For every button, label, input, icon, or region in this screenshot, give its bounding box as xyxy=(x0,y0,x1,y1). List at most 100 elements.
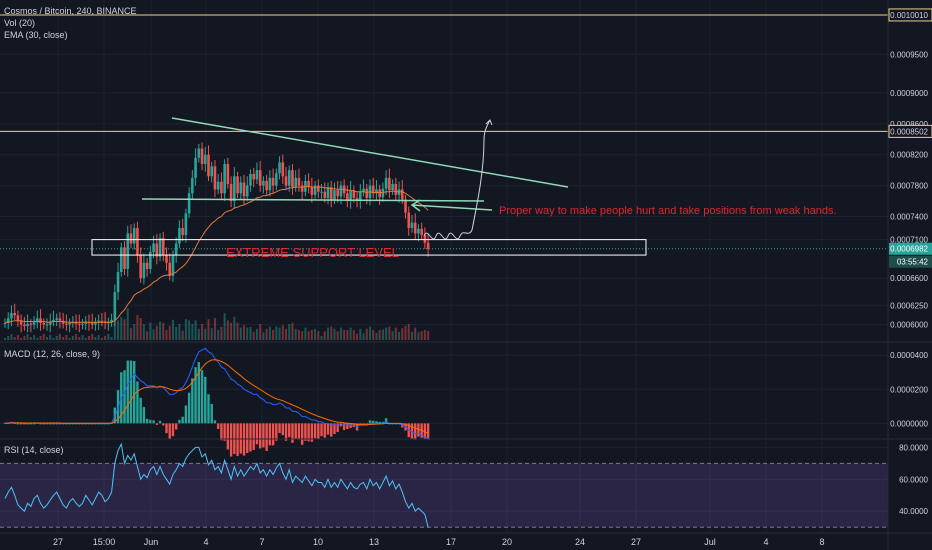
candle-body[interactable] xyxy=(197,148,201,158)
candle-body[interactable] xyxy=(45,324,49,326)
candle-body[interactable] xyxy=(42,323,46,325)
candle-body[interactable] xyxy=(55,318,58,320)
candle-body[interactable] xyxy=(349,190,352,202)
candle-body[interactable] xyxy=(407,212,411,229)
candle-body[interactable] xyxy=(245,185,249,197)
candle-body[interactable] xyxy=(313,185,317,195)
candle-body[interactable] xyxy=(155,243,159,257)
support-zone-box[interactable] xyxy=(91,239,647,256)
candle-body[interactable] xyxy=(129,233,133,244)
candle-body[interactable] xyxy=(191,177,194,194)
candle-body[interactable] xyxy=(317,185,320,192)
candle-body[interactable] xyxy=(74,322,78,324)
candle-body[interactable] xyxy=(145,262,149,269)
candle-body[interactable] xyxy=(362,188,365,192)
macd-pane[interactable] xyxy=(3,347,430,457)
candle-body[interactable] xyxy=(149,251,152,269)
candle-body[interactable] xyxy=(16,315,20,321)
arrow-annotation[interactable] xyxy=(410,199,493,212)
candle-body[interactable] xyxy=(242,182,246,197)
candle-body[interactable] xyxy=(216,181,220,190)
candle-body[interactable] xyxy=(181,228,184,235)
candle-body[interactable] xyxy=(87,322,91,324)
candle-body[interactable] xyxy=(77,323,81,325)
candle-body[interactable] xyxy=(194,157,197,178)
candle-body[interactable] xyxy=(142,262,146,279)
candle-body[interactable] xyxy=(107,322,110,324)
candle-body[interactable] xyxy=(229,184,233,202)
candle-body[interactable] xyxy=(168,262,172,276)
candle-body[interactable] xyxy=(94,322,97,325)
candle-body[interactable] xyxy=(265,180,268,191)
candle-body[interactable] xyxy=(97,320,100,323)
candle-body[interactable] xyxy=(32,322,36,325)
candle-body[interactable] xyxy=(384,177,388,189)
candle-body[interactable] xyxy=(223,163,226,194)
descending-trendline[interactable] xyxy=(171,117,569,188)
candle-body[interactable] xyxy=(203,154,207,164)
candle-body[interactable] xyxy=(262,180,265,186)
candle-body[interactable] xyxy=(339,185,343,197)
candle-body[interactable] xyxy=(423,234,427,243)
candle-body[interactable] xyxy=(81,323,84,325)
candle-body[interactable] xyxy=(213,166,217,190)
candle-body[interactable] xyxy=(178,228,181,244)
candle-body[interactable] xyxy=(268,177,272,191)
candle-body[interactable] xyxy=(413,222,417,234)
candle-body[interactable] xyxy=(61,320,65,324)
candle-body[interactable] xyxy=(400,189,404,200)
candle-body[interactable] xyxy=(284,176,288,186)
candle-body[interactable] xyxy=(110,319,113,323)
candle-body[interactable] xyxy=(300,185,304,192)
candle-body[interactable] xyxy=(249,174,252,186)
candle-body[interactable] xyxy=(184,213,188,235)
candle-body[interactable] xyxy=(336,190,339,197)
candle-body[interactable] xyxy=(252,174,256,180)
candle-body[interactable] xyxy=(426,242,430,249)
candle-body[interactable] xyxy=(233,176,236,202)
candle-body[interactable] xyxy=(326,187,330,198)
candle-body[interactable] xyxy=(6,318,10,324)
candle-body[interactable] xyxy=(226,163,230,185)
candle-body[interactable] xyxy=(100,320,104,322)
candle-body[interactable] xyxy=(287,170,291,186)
candle-body[interactable] xyxy=(420,228,423,235)
candle-body[interactable] xyxy=(71,322,75,324)
candle-body[interactable] xyxy=(29,323,33,325)
candle-body[interactable] xyxy=(48,321,52,325)
candle-body[interactable] xyxy=(136,228,139,256)
candle-body[interactable] xyxy=(239,182,243,194)
candle-body[interactable] xyxy=(158,238,162,257)
candle-body[interactable] xyxy=(58,318,62,321)
candle-body[interactable] xyxy=(323,191,327,198)
candle-body[interactable] xyxy=(404,199,407,213)
candle-body[interactable] xyxy=(187,193,191,214)
candle-body[interactable] xyxy=(352,190,356,198)
candle-body[interactable] xyxy=(152,243,155,252)
candle-body[interactable] xyxy=(297,177,301,186)
neckline-trendline[interactable] xyxy=(141,198,485,202)
candle-body[interactable] xyxy=(161,238,165,256)
candle-body[interactable] xyxy=(113,292,117,320)
candle-body[interactable] xyxy=(394,184,398,195)
candle-body[interactable] xyxy=(310,187,314,195)
candle-body[interactable] xyxy=(333,190,336,200)
candle-body[interactable] xyxy=(281,162,285,177)
candle-body[interactable] xyxy=(294,177,297,188)
candle-body[interactable] xyxy=(417,228,420,234)
candle-body[interactable] xyxy=(132,228,136,244)
candle-body[interactable] xyxy=(119,247,123,273)
candle-body[interactable] xyxy=(123,247,126,269)
candle-body[interactable] xyxy=(275,173,278,186)
candle-body[interactable] xyxy=(378,189,381,198)
candle-body[interactable] xyxy=(39,318,42,324)
candle-body[interactable] xyxy=(271,177,275,186)
candle-body[interactable] xyxy=(391,184,394,191)
candle-body[interactable] xyxy=(278,162,281,174)
candle-body[interactable] xyxy=(220,181,223,194)
candle-body[interactable] xyxy=(291,170,294,188)
candle-body[interactable] xyxy=(19,320,23,325)
candle-body[interactable] xyxy=(329,187,333,200)
candle-body[interactable] xyxy=(320,191,323,193)
drawings[interactable] xyxy=(91,117,647,256)
